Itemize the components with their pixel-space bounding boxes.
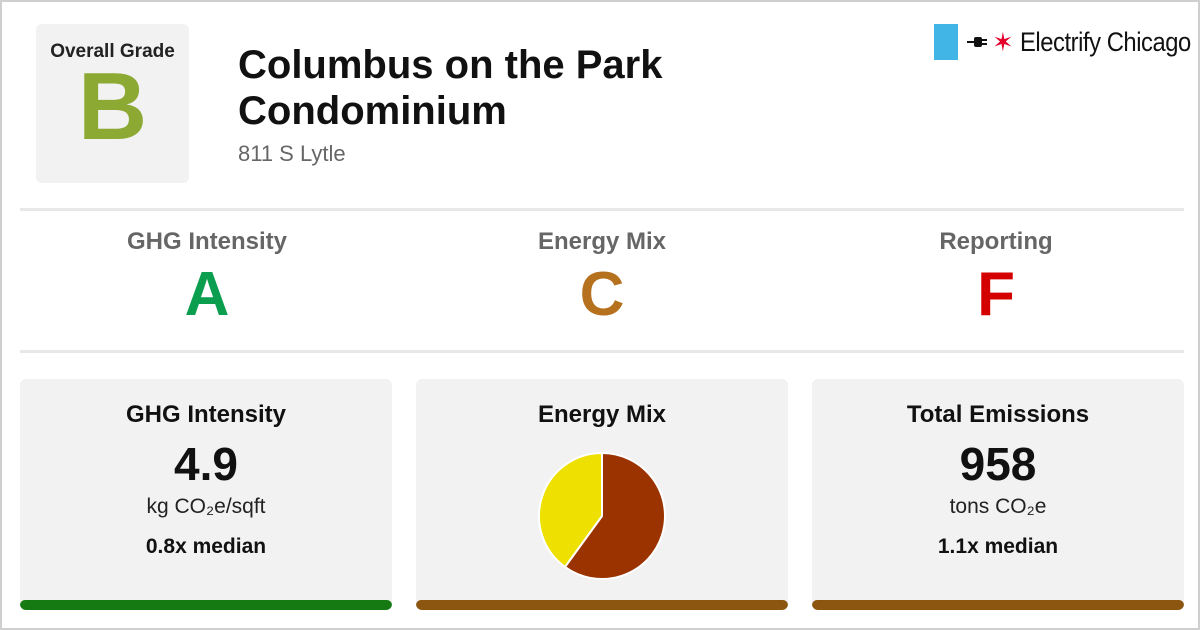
card-title: GHG Intensity [125,401,287,428]
plug-icon [967,37,987,47]
ghg-intensity-median: 0.8x median [145,535,267,558]
subgrade-label: GHG Intensity [126,228,288,255]
card-accent-bar [416,600,788,610]
subgrade-ghg-intensity: GHG Intensity A [10,228,404,326]
pie-slice-1 [538,451,603,569]
total-emissions-card: Total Emissions 958 tons CO₂e 1.1x media… [812,379,1184,610]
card-accent-bar [20,600,392,610]
subgrade-divider [20,350,1184,353]
total-emissions-value: 958 [959,438,1037,490]
energy-mix-pie-chart [537,451,667,581]
ghg-intensity-unit: kg CO₂e/sqft [146,495,266,518]
overall-grade-box: Overall Grade B [36,24,189,183]
building-address: 811 S Lytle [238,141,346,166]
overall-grade-letter: B [77,53,148,160]
overall-grade-label: Overall Grade [50,41,175,62]
subgrade-letter: C [579,260,625,329]
electrify-chicago-logo[interactable]: ✶ Electrify Chicago [934,24,1200,60]
card-title: Total Emissions [906,401,1090,428]
subgrade-letter: A [184,260,230,329]
energy-mix-card: Energy Mix [416,379,788,610]
subgrade-label: Energy Mix [537,228,667,255]
ghg-intensity-value: 4.9 [174,438,238,490]
subgrade-letter: F [977,260,1015,329]
logo-text: Electrify Chicago [1019,26,1191,57]
chicago-star-icon: ✶ [992,27,1014,57]
subgrade-label: Reporting [939,228,1053,255]
subgrade-reporting: Reporting F [799,228,1193,326]
subgrade-energy-mix: Energy Mix C [405,228,799,326]
chicago-flag-stripe-icon [934,24,958,60]
building-name: Columbus on the Park Condominium [238,43,663,133]
header-divider [20,208,1184,211]
total-emissions-unit: tons CO₂e [949,495,1047,518]
pie-slice-0 [563,451,666,580]
total-emissions-median: 1.1x median [937,535,1059,558]
card-title: Energy Mix [537,401,667,428]
card-accent-bar [812,600,1184,610]
ghg-intensity-card: GHG Intensity 4.9 kg CO₂e/sqft 0.8x medi… [20,379,392,610]
